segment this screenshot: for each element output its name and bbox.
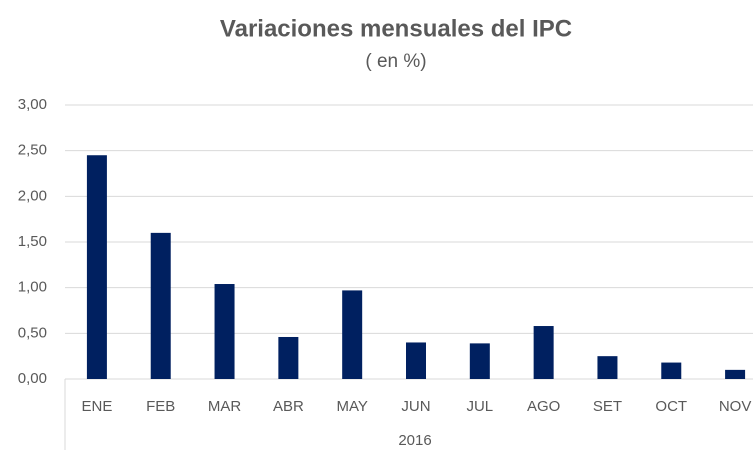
y-tick-label: 0,50 xyxy=(18,324,47,341)
x-group-label: 2016 xyxy=(398,432,431,449)
x-tick-label: AGO xyxy=(527,398,560,415)
x-tick-label: ABR xyxy=(273,398,304,415)
x-tick-label: ENE xyxy=(81,398,112,415)
x-tick-label: MAY xyxy=(336,398,367,415)
bar xyxy=(533,326,554,379)
bar xyxy=(469,343,490,379)
bar xyxy=(725,369,746,379)
y-tick-label: 2,00 xyxy=(18,187,47,204)
y-tick-label: 2,50 xyxy=(18,142,47,159)
y-tick-label: 1,50 xyxy=(18,233,47,250)
bar xyxy=(150,232,171,379)
x-tick-label: FEB xyxy=(146,398,175,415)
x-tick-label: JUN xyxy=(401,398,430,415)
bar xyxy=(597,356,618,379)
chart-subtitle: ( en %) xyxy=(365,51,426,72)
y-tick-label: 0,00 xyxy=(18,370,47,387)
x-tick-label: MAR xyxy=(208,398,242,415)
y-tick-label: 1,00 xyxy=(18,279,47,296)
chart-title: Variaciones mensuales del IPC xyxy=(220,15,572,42)
y-tick-label: 3,00 xyxy=(18,96,47,113)
x-tick-label: OCT xyxy=(655,398,687,415)
bar xyxy=(406,342,426,379)
bar xyxy=(661,362,682,379)
x-tick-label: JUL xyxy=(466,398,493,415)
bar xyxy=(342,290,363,379)
bar xyxy=(278,336,299,379)
x-tick-label: SET xyxy=(593,398,622,415)
x-tick-label: NOV xyxy=(719,398,752,415)
bar xyxy=(214,284,235,379)
bar xyxy=(86,155,107,379)
